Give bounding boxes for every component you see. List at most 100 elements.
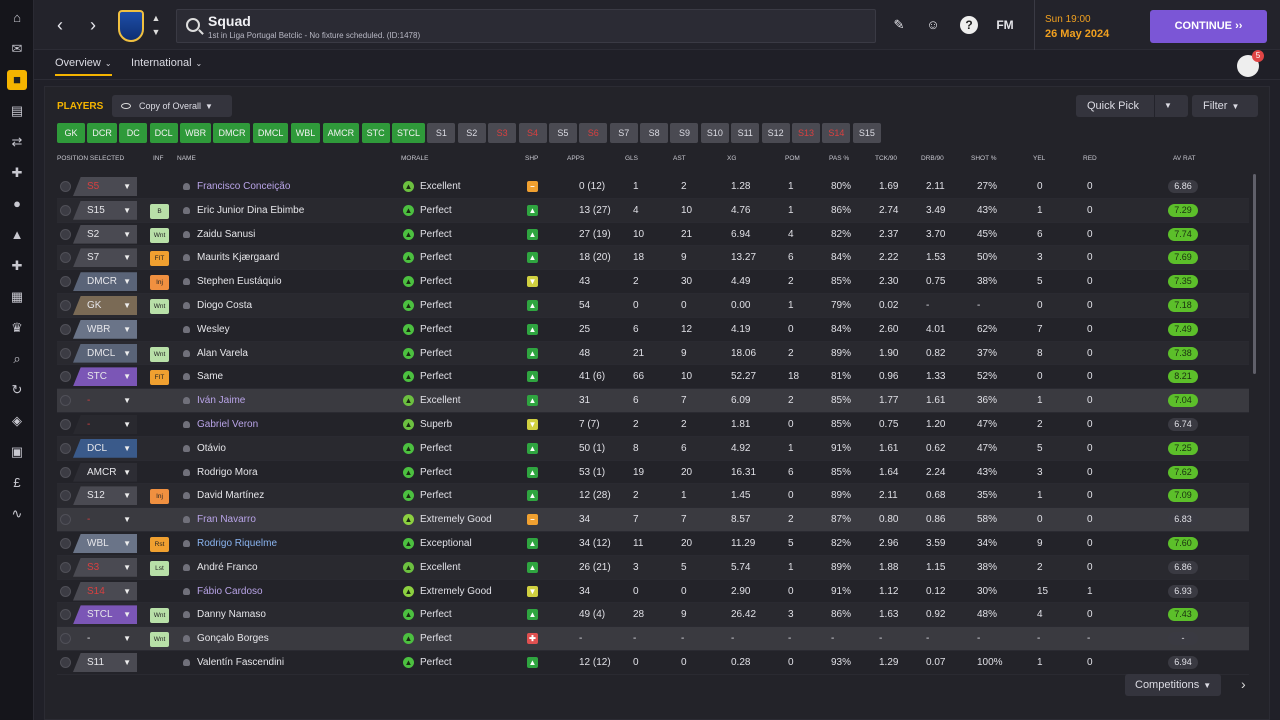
- back-button[interactable]: ‹: [57, 15, 63, 35]
- player-name-link[interactable]: Valentín Fascendini: [197, 656, 285, 668]
- table-scrollbar[interactable]: [1253, 174, 1256, 374]
- position-chip-s10[interactable]: S10: [700, 123, 729, 143]
- position-chip-s5[interactable]: S5: [548, 123, 577, 143]
- row-select-radio[interactable]: [60, 609, 71, 621]
- position-chip-gk[interactable]: GK: [57, 123, 85, 143]
- row-select-radio[interactable]: [60, 561, 71, 573]
- table-row[interactable]: WBL ▼ Rst Rodrigo Riquelme ▲ Exceptional ▲ 34 (…: [57, 532, 1249, 556]
- trophy-icon[interactable]: ♛: [11, 320, 23, 335]
- player-name-link[interactable]: Francisco Conceição: [197, 181, 291, 192]
- position-select[interactable]: GK ▼: [73, 295, 137, 315]
- table-row[interactable]: S5 ▼ Francisco Conceição ▲ Excellent – 0 (12) 1…: [57, 175, 1249, 199]
- position-chip-s3[interactable]: S3: [488, 123, 517, 143]
- table-row[interactable]: DMCR ▼ Inj Stephen Eustáquio ▲ Perfect ▼ 43 2 30 4…: [57, 270, 1249, 294]
- position-chip-dmcl[interactable]: DMCL: [252, 123, 289, 143]
- player-name-link[interactable]: Maurits Kjærgaard: [197, 252, 280, 264]
- player-name-link[interactable]: Wesley: [197, 323, 230, 335]
- position-select[interactable]: S15 ▼: [73, 200, 137, 220]
- column-header[interactable]: SHOT %: [971, 155, 997, 162]
- row-select-radio[interactable]: [60, 228, 71, 240]
- table-row[interactable]: S15 ▼ B Eric Junior Dina Ebimbe ▲ Perfect ▲ 13 …: [57, 198, 1249, 223]
- position-chip-s13[interactable]: S13: [792, 123, 821, 143]
- position-chip-dmcr[interactable]: DMCR: [213, 123, 251, 143]
- position-chip-wbr[interactable]: WBR: [180, 123, 212, 143]
- column-header[interactable]: INF: [153, 155, 164, 162]
- position-select[interactable]: DMCR ▼: [73, 272, 137, 292]
- position-chip-stc[interactable]: STC: [361, 123, 390, 143]
- info-badge[interactable]: Inj: [150, 489, 169, 505]
- position-select[interactable]: S5 ▼: [73, 177, 137, 196]
- column-header[interactable]: YEL: [1033, 155, 1046, 162]
- forward-button[interactable]: ›: [90, 15, 96, 35]
- table-row[interactable]: - ▼ Gabriel Veron ▲ Superb ▼ 7 (7) 2 2 1.81 0 85% 0.…: [57, 413, 1249, 437]
- player-name-link[interactable]: Gonçalo Borges: [197, 633, 269, 645]
- position-select[interactable]: S12 ▼: [73, 486, 137, 506]
- table-row[interactable]: - ▼ Fran Navarro ▲ Extremely Good –34 7 7 8.57 2 8…: [57, 508, 1249, 532]
- info-badge[interactable]: Wnt: [150, 227, 169, 243]
- player-name-link[interactable]: Rodrigo Riquelme: [197, 537, 278, 549]
- player-name-link[interactable]: Stephen Eustáquio: [197, 276, 282, 288]
- position-chip-dcl[interactable]: DCL: [149, 123, 178, 143]
- player-name-link[interactable]: Iván Jaime: [197, 395, 246, 407]
- position-select[interactable]: S2 ▼: [73, 224, 137, 244]
- player-name-link[interactable]: Otávio: [197, 442, 226, 454]
- player-name-link[interactable]: Fábio Cardoso: [197, 585, 263, 597]
- row-select-radio[interactable]: [60, 656, 71, 668]
- column-header[interactable]: AV RAT: [1173, 155, 1196, 162]
- position-chip-s6[interactable]: S6: [579, 123, 608, 143]
- edit-pencil-icon[interactable]: ✎: [893, 17, 905, 32]
- player-name-link[interactable]: Eric Junior Dina Ebimbe: [197, 204, 305, 216]
- column-header[interactable]: XG: [727, 155, 737, 162]
- table-row[interactable]: S11 ▼ Valentín Fascendini ▲ Perfect ▲ 12 (12) 0…: [57, 651, 1249, 675]
- column-header[interactable]: POSITION SELECTED: [57, 155, 125, 162]
- table-row[interactable]: S12 ▼ Inj David Martínez ▲ Perfect ▲ 12 (28) 2 1 1…: [57, 484, 1249, 509]
- player-name-link[interactable]: David Martínez: [197, 490, 265, 502]
- player-name-link[interactable]: Zaidu Sanusi: [197, 228, 256, 240]
- position-chip-amcr[interactable]: AMCR: [322, 123, 360, 143]
- table-row[interactable]: - ▼ Iván Jaime ▲ Excellent ▲ 31 6 7 6.09 2 85% 1.77 1…: [57, 389, 1249, 413]
- position-select[interactable]: S14 ▼: [73, 581, 137, 601]
- refresh-icon[interactable]: ↻: [11, 382, 23, 397]
- table-row[interactable]: STC ▼ FIT Same ▲ Perfect ▲ 41 (6) 66 10 52.27 18 81%…: [57, 365, 1249, 390]
- row-select-radio[interactable]: [60, 181, 71, 192]
- position-select[interactable]: S11 ▼: [73, 652, 137, 672]
- player-name-link[interactable]: Diogo Costa: [197, 299, 253, 311]
- table-row[interactable]: AMCR ▼ Rodrigo Mora ▲ Perfect ▲ 53 (1) 19 20 16.3…: [57, 461, 1249, 485]
- position-select[interactable]: S3 ▼: [73, 557, 137, 577]
- column-header[interactable]: MORALE: [401, 155, 429, 162]
- position-select[interactable]: S7 ▼: [73, 248, 137, 268]
- position-chip-wbl[interactable]: WBL: [290, 123, 321, 143]
- position-select[interactable]: DMCL ▼: [73, 343, 137, 363]
- filter-button[interactable]: Filter ▼: [1192, 95, 1258, 117]
- position-select[interactable]: STC ▼: [73, 367, 137, 387]
- transfer-icon[interactable]: ⇄: [11, 134, 23, 149]
- info-badge[interactable]: Wnt: [150, 608, 169, 624]
- training-icon[interactable]: ▲: [10, 227, 24, 242]
- position-chip-s4[interactable]: S4: [518, 123, 547, 143]
- notifications-button[interactable]: 5: [1237, 50, 1264, 77]
- position-chip-s2[interactable]: S2: [457, 123, 486, 143]
- row-select-radio[interactable]: [60, 347, 71, 359]
- position-select[interactable]: - ▼: [73, 391, 137, 411]
- position-chip-s15[interactable]: S15: [852, 123, 881, 143]
- position-chip-s14[interactable]: S14: [822, 123, 851, 143]
- chart-icon[interactable]: ∿: [11, 506, 23, 521]
- player-name-link[interactable]: Rodrigo Mora: [197, 466, 258, 478]
- row-select-radio[interactable]: [60, 204, 71, 216]
- row-select-radio[interactable]: [60, 490, 71, 502]
- position-chip-dc[interactable]: DC: [119, 123, 148, 143]
- info-badge[interactable]: Inj: [150, 275, 169, 291]
- table-row[interactable]: DCL ▼ Otávio ▲ Perfect ▲ 50 (1) 8 6 4.92 1 91% 1.61 0…: [57, 436, 1249, 461]
- player-name-link[interactable]: Same: [197, 371, 224, 383]
- row-select-radio[interactable]: [60, 633, 71, 645]
- column-header[interactable]: AST: [673, 155, 686, 162]
- quick-pick-button[interactable]: Quick Pick ▼: [1076, 95, 1188, 117]
- ball-icon[interactable]: ●: [13, 196, 21, 211]
- player-name-link[interactable]: Fran Navarro: [197, 514, 256, 526]
- position-chip-s12[interactable]: S12: [761, 123, 790, 143]
- info-badge[interactable]: Wnt: [150, 346, 169, 362]
- tab-international[interactable]: International ⌄: [131, 57, 202, 69]
- position-chip-s11[interactable]: S11: [731, 123, 760, 143]
- tab-overview[interactable]: Overview ⌄: [55, 57, 112, 76]
- row-select-radio[interactable]: [60, 466, 71, 478]
